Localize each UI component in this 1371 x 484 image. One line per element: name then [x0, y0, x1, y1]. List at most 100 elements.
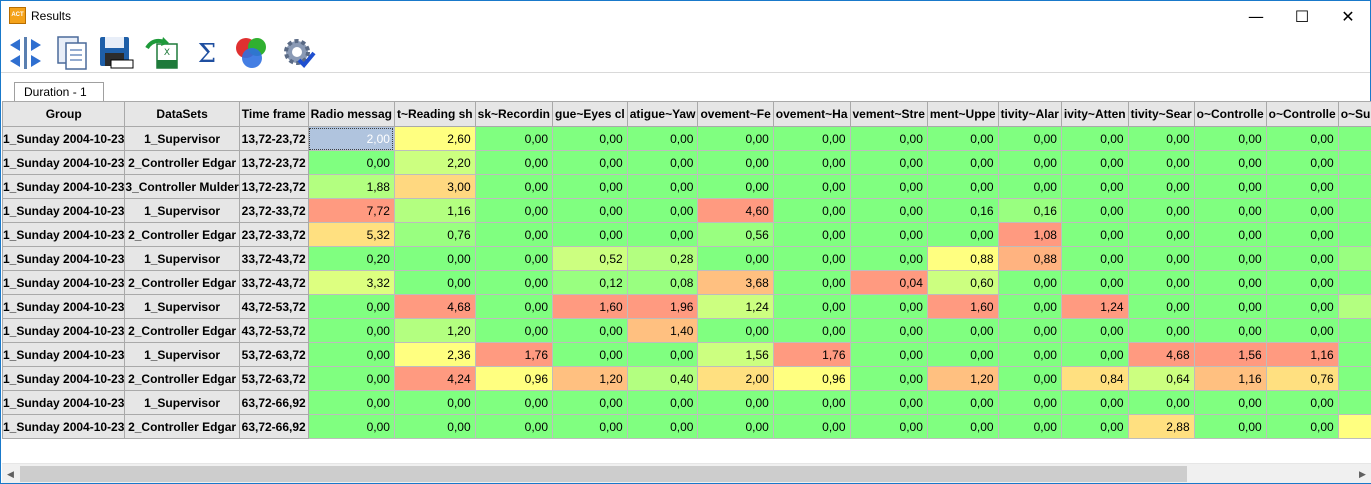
value-cell[interactable]: 0,00 [552, 222, 628, 247]
value-cell[interactable]: 0,00 [772, 414, 851, 439]
value-cell[interactable] [1337, 270, 1371, 295]
value-cell[interactable] [1337, 246, 1371, 271]
column-header[interactable]: sk~Recordin [474, 101, 554, 127]
value-cell[interactable] [1337, 150, 1371, 175]
value-cell[interactable] [1337, 318, 1371, 343]
value-cell[interactable]: 0,00 [474, 126, 554, 151]
value-cell[interactable]: 0,00 [474, 414, 554, 439]
group-cell[interactable]: 1_Sunday 2004-10-23 [2, 366, 126, 391]
value-cell[interactable]: 0,00 [772, 198, 851, 223]
value-cell[interactable]: 0,00 [1060, 198, 1129, 223]
value-cell[interactable]: 0,00 [1127, 174, 1195, 199]
timeframe-cell[interactable]: 63,72-66,92 [238, 414, 309, 439]
value-cell[interactable]: 0,00 [626, 150, 699, 175]
value-cell[interactable]: 0,00 [626, 342, 699, 367]
value-cell[interactable]: 2,00 [697, 366, 774, 391]
value-cell[interactable]: 0,00 [849, 318, 928, 343]
value-cell[interactable]: 7,72 [307, 198, 395, 223]
value-cell[interactable]: 0,00 [1060, 126, 1129, 151]
value-cell[interactable]: 3,00 [393, 174, 476, 199]
value-cell[interactable]: 5,32 [307, 222, 395, 247]
column-header[interactable]: gue~Eyes cl [552, 101, 628, 127]
value-cell[interactable]: 0,00 [393, 246, 476, 271]
value-cell[interactable]: 1,20 [552, 366, 628, 391]
group-cell[interactable]: 1_Sunday 2004-10-23 [2, 294, 126, 319]
value-cell[interactable]: 0,96 [474, 366, 554, 391]
value-cell[interactable]: 0,00 [926, 126, 999, 151]
value-cell[interactable] [1337, 366, 1371, 391]
timeframe-cell[interactable]: 33,72-43,72 [238, 270, 309, 295]
value-cell[interactable]: 0,00 [1060, 174, 1129, 199]
column-header[interactable]: tivity~Alar [997, 101, 1062, 127]
value-cell[interactable]: 0,40 [626, 366, 699, 391]
value-cell[interactable]: 0,00 [849, 126, 928, 151]
settings-check-icon[interactable] [279, 34, 317, 72]
value-cell[interactable]: 0,00 [772, 126, 851, 151]
table-row[interactable]: 1_Sunday 2004-10-23 2_Controller Edgar 53,… [2, 366, 1371, 391]
column-header[interactable]: o~Sup [1337, 101, 1371, 127]
value-cell[interactable]: 0,00 [697, 414, 774, 439]
value-cell[interactable]: 0,00 [393, 390, 476, 415]
column-header[interactable]: ovement~Ha [772, 101, 851, 127]
value-cell[interactable]: 0,00 [849, 150, 928, 175]
value-cell[interactable]: 0,00 [1060, 246, 1129, 271]
value-cell[interactable]: 0,00 [1265, 318, 1339, 343]
column-header[interactable]: ivity~Atten [1060, 101, 1129, 127]
value-cell[interactable]: 0,00 [849, 246, 928, 271]
value-cell[interactable]: 0,00 [926, 414, 999, 439]
value-cell[interactable]: 0,56 [697, 222, 774, 247]
value-cell[interactable]: 1,16 [1193, 366, 1267, 391]
value-cell[interactable]: 0,00 [1265, 270, 1339, 295]
value-cell[interactable]: 0,00 [552, 150, 628, 175]
value-cell[interactable]: 0,00 [474, 390, 554, 415]
timeframe-cell[interactable]: 53,72-63,72 [238, 366, 309, 391]
column-header[interactable]: o~Controlle [1265, 101, 1339, 127]
group-cell[interactable]: 1_Sunday 2004-10-23 [2, 126, 126, 151]
value-cell[interactable]: 0,00 [552, 342, 628, 367]
value-cell[interactable]: 0,00 [552, 174, 628, 199]
group-cell[interactable]: 1_Sunday 2004-10-23 [2, 174, 126, 199]
column-header[interactable]: atigue~Yaw [626, 101, 699, 127]
value-cell[interactable] [1337, 390, 1371, 415]
value-cell[interactable]: 0,00 [1193, 174, 1267, 199]
value-cell[interactable]: 0,96 [772, 366, 851, 391]
table-row[interactable]: 1_Sunday 2004-10-23 1_Supervisor 13,72-23,… [2, 126, 1371, 151]
table-row[interactable]: 1_Sunday 2004-10-23 2_Controller Edgar 43,… [2, 318, 1371, 343]
value-cell[interactable]: 0,00 [926, 318, 999, 343]
value-cell[interactable] [1337, 414, 1371, 439]
value-cell[interactable]: 0,00 [926, 390, 999, 415]
value-cell[interactable]: 0,00 [697, 246, 774, 271]
value-cell[interactable]: 2,00 [307, 126, 395, 151]
dataset-cell[interactable]: 1_Supervisor [124, 246, 240, 271]
value-cell[interactable]: 0,00 [1193, 390, 1267, 415]
value-cell[interactable]: 1,20 [926, 366, 999, 391]
value-cell[interactable]: 0,00 [1127, 126, 1195, 151]
value-cell[interactable]: 1,56 [697, 342, 774, 367]
title-bar[interactable]: ACT Results — ☐ ✕ [1, 1, 1370, 32]
dataset-cell[interactable]: 2_Controller Edgar [124, 414, 240, 439]
value-cell[interactable]: 0,00 [1060, 414, 1129, 439]
value-cell[interactable]: 0,00 [997, 294, 1062, 319]
value-cell[interactable]: 0,60 [926, 270, 999, 295]
value-cell[interactable]: 0,00 [1193, 246, 1267, 271]
value-cell[interactable]: 0,00 [1265, 414, 1339, 439]
value-cell[interactable]: 0,00 [393, 270, 476, 295]
table-row[interactable]: 1_Sunday 2004-10-23 1_Supervisor 53,72-63,… [2, 342, 1371, 367]
value-cell[interactable]: 0,00 [997, 318, 1062, 343]
value-cell[interactable]: 0,00 [626, 414, 699, 439]
value-cell[interactable]: 0,00 [1193, 126, 1267, 151]
value-cell[interactable]: 0,00 [997, 150, 1062, 175]
value-cell[interactable]: 0,00 [997, 342, 1062, 367]
value-cell[interactable]: 0,00 [849, 174, 928, 199]
value-cell[interactable]: 0,00 [626, 198, 699, 223]
value-cell[interactable]: 0,00 [474, 318, 554, 343]
value-cell[interactable]: 1,76 [772, 342, 851, 367]
value-cell[interactable]: 0,76 [1265, 366, 1339, 391]
group-cell[interactable]: 1_Sunday 2004-10-23 [2, 318, 126, 343]
value-cell[interactable]: 3,32 [307, 270, 395, 295]
value-cell[interactable]: 0,00 [1193, 222, 1267, 247]
value-cell[interactable]: 0,00 [849, 342, 928, 367]
export-excel-icon[interactable]: X [143, 34, 181, 72]
value-cell[interactable]: 0,00 [772, 270, 851, 295]
value-cell[interactable]: 0,00 [849, 294, 928, 319]
